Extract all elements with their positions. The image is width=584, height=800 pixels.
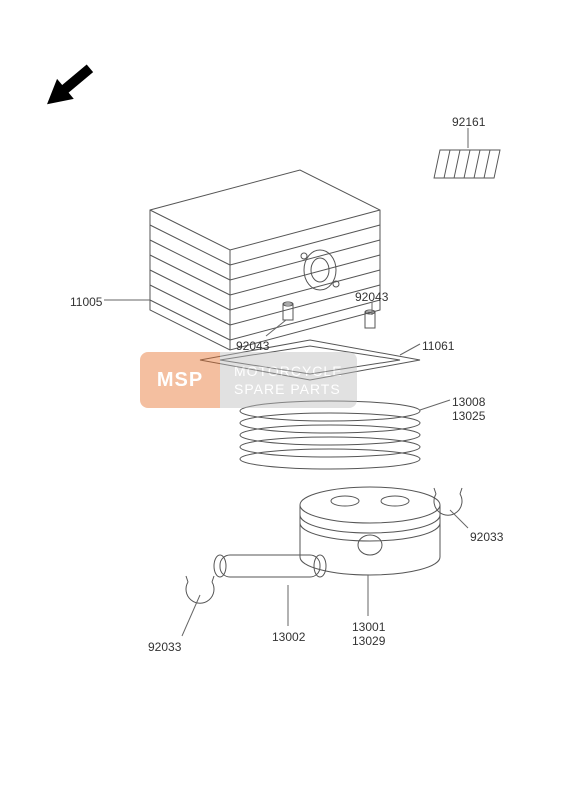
part-cylinder	[150, 170, 380, 350]
label-13029: 13029	[352, 634, 385, 648]
label-92161: 92161	[452, 115, 485, 129]
label-13001: 13001	[352, 620, 385, 634]
label-13008: 13008	[452, 395, 485, 409]
label-92033a: 92033	[470, 530, 503, 544]
part-circlip-left	[186, 576, 214, 603]
label-13002: 13002	[272, 630, 305, 644]
exploded-diagram-svg	[0, 0, 584, 800]
part-circlip-right	[434, 488, 462, 515]
part-gasket	[200, 340, 420, 380]
label-13025: 13025	[452, 409, 485, 423]
label-92043b: 92043	[355, 290, 388, 304]
label-92033b: 92033	[148, 640, 181, 654]
label-11005: 11005	[70, 295, 102, 309]
part-dowel-a	[283, 302, 293, 320]
part-piston	[300, 487, 440, 575]
diagram-canvas: 92161 11005 92043 92043 11061 13008 1302…	[0, 0, 584, 800]
part-damper	[434, 150, 500, 178]
part-ring-set	[240, 401, 420, 469]
label-92043a: 92043	[236, 339, 269, 353]
label-11061: 11061	[422, 339, 454, 353]
leader-lines	[104, 128, 468, 636]
